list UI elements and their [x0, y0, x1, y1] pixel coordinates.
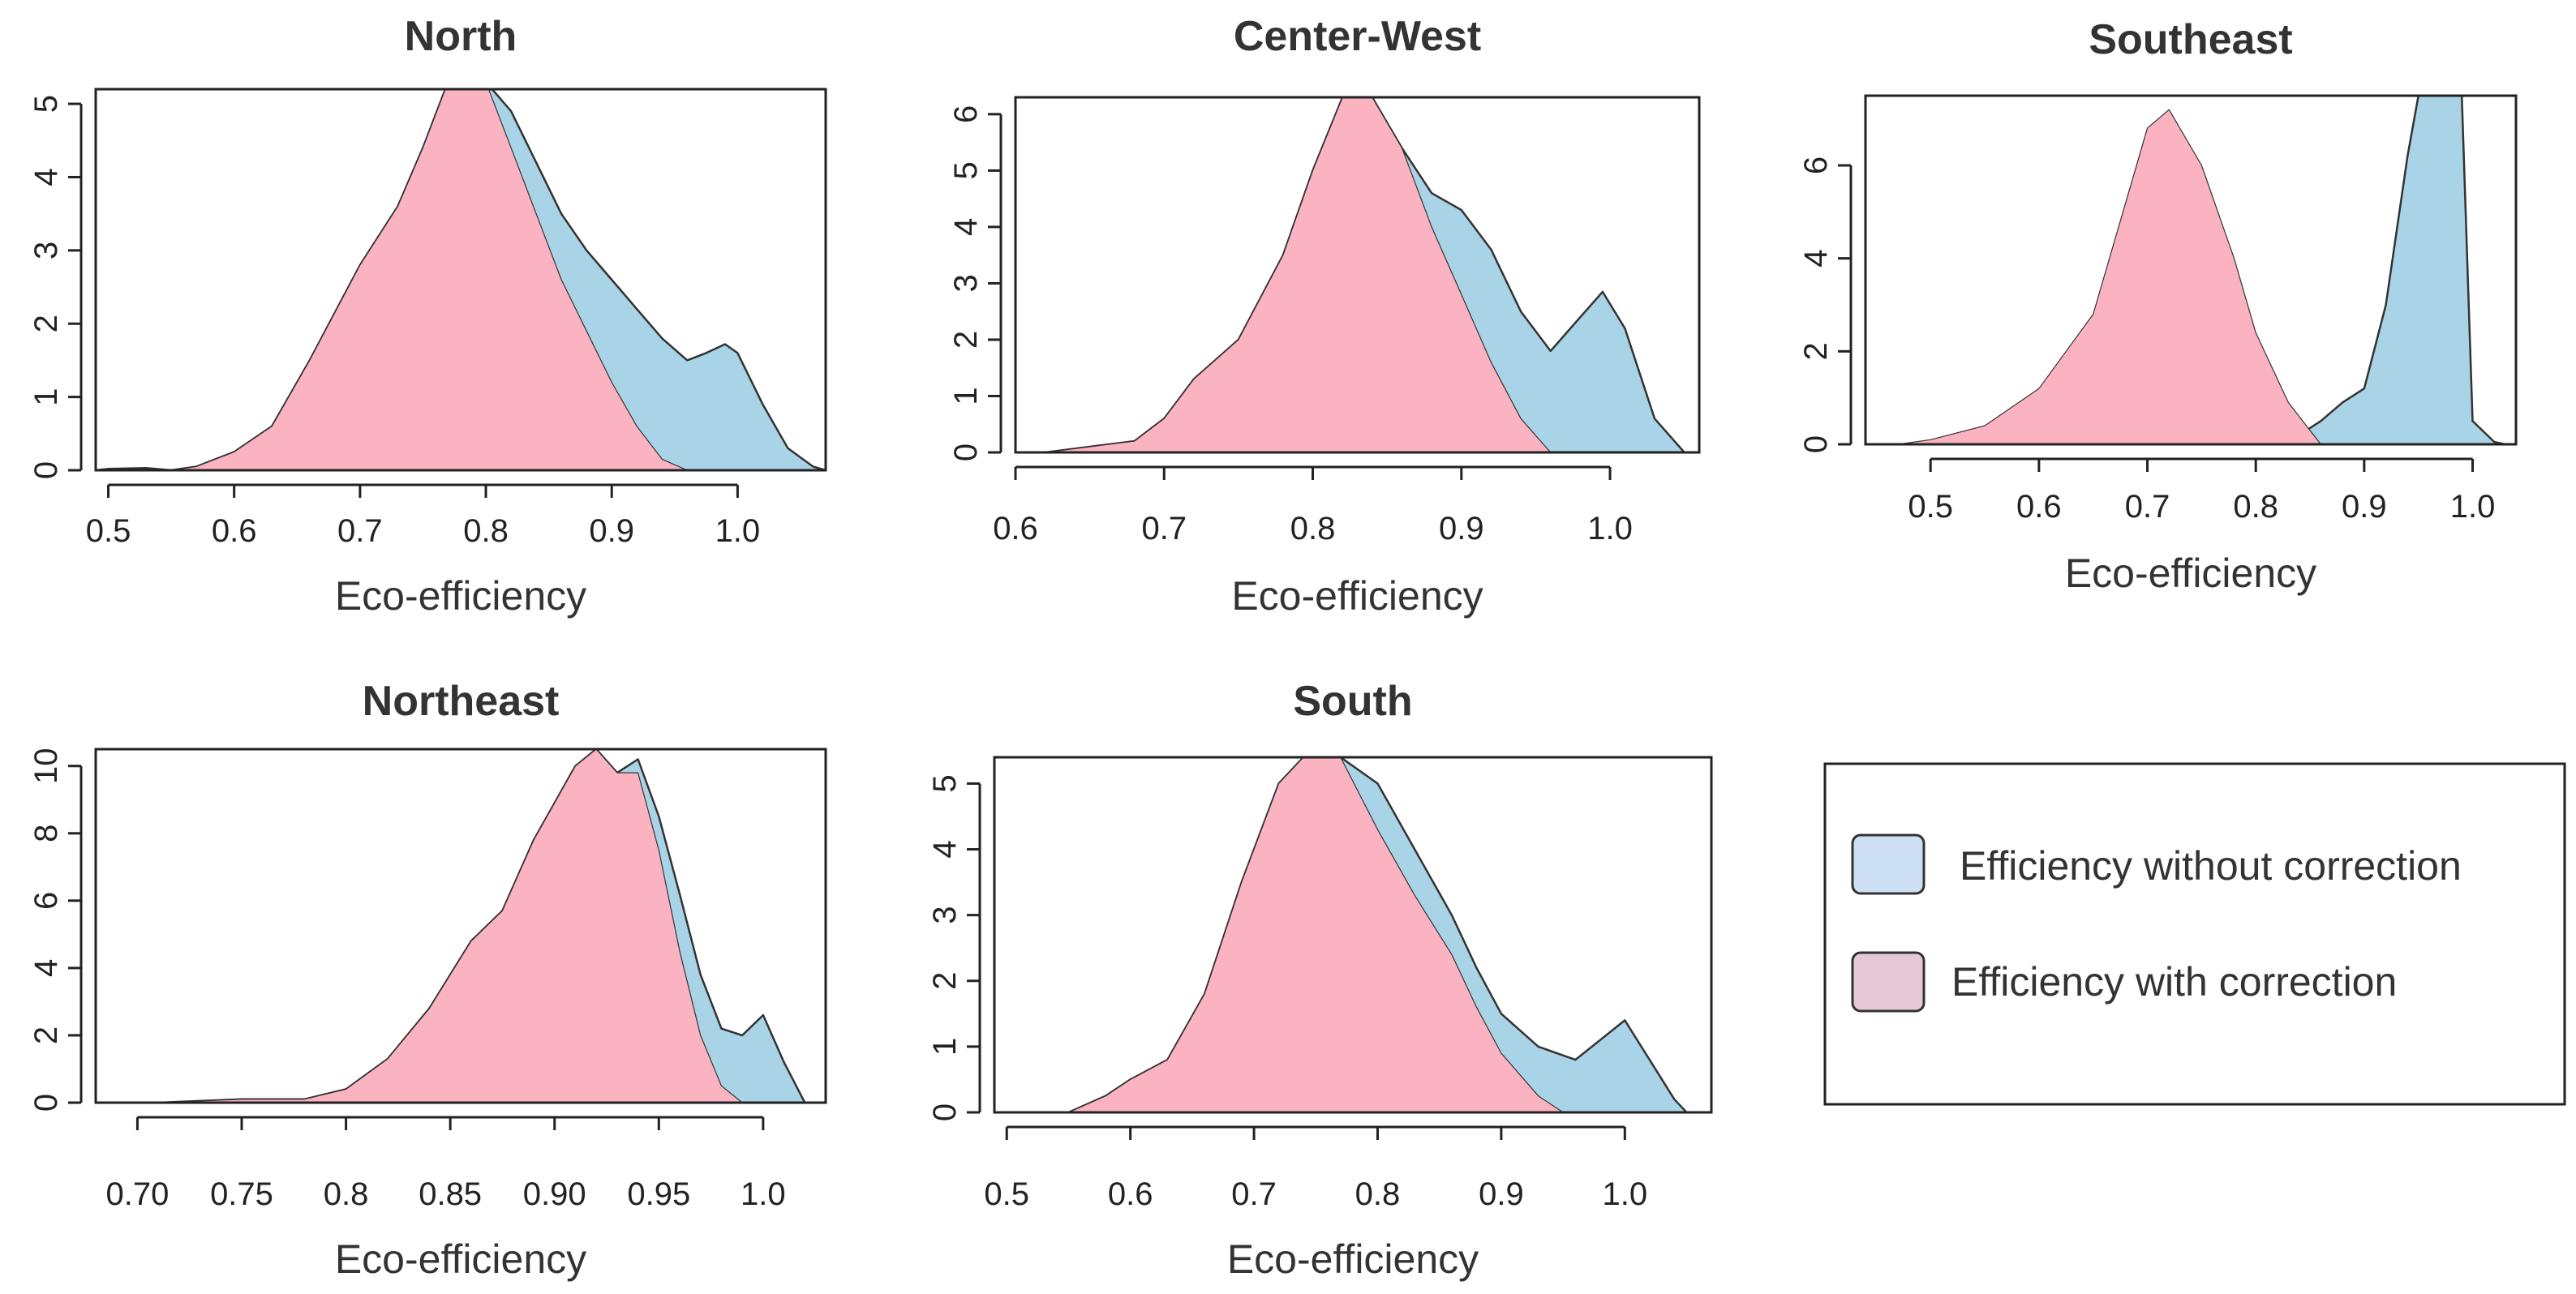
- panels: 0.5 0.6 0.7 0.8 0.9 1.0 0 1 2 3 4 5 North Eco-efficie…: [28, 13, 2518, 1282]
- density-efficiency-with-correction: [170, 89, 688, 470]
- density-efficiency-with-correction: [1045, 97, 1552, 452]
- x-tick-label: 0.8: [463, 513, 509, 549]
- x-tick-label: 0.7: [337, 513, 383, 549]
- plot-frame: [1864, 94, 2518, 446]
- x-tick-label: 0.6: [993, 511, 1038, 546]
- density-efficiency-with-correction: [157, 749, 743, 1103]
- y-tick-label: 10: [28, 748, 64, 785]
- plot-frame: [94, 748, 827, 1104]
- y-tick-label: 4: [1798, 250, 1834, 268]
- panel-north: 0.5 0.6 0.7 0.8 0.9 1.0 0 1 2 3 4 5 North Eco-efficie…: [28, 13, 827, 619]
- y-tick-label: 5: [28, 95, 64, 113]
- density-efficiency-with-correction: [1067, 757, 1564, 1112]
- x-tick-label: 0.5: [984, 1176, 1029, 1212]
- panel-title: South: [1293, 678, 1412, 725]
- panel-south: 0.5 0.6 0.7 0.8 0.9 1.0 0 1 2 3 4 5 South Eco-efficie…: [927, 678, 1713, 1282]
- x-tick-label: 0.5: [86, 513, 131, 549]
- x-tick-label: 0.7: [2125, 489, 2170, 525]
- y-tick-label: 1: [948, 387, 984, 405]
- y-tick-label: 0: [28, 461, 64, 479]
- y-tick-label: 3: [927, 906, 963, 924]
- y-tick-label: 0: [948, 443, 984, 461]
- x-tick-label: 1.0: [715, 513, 761, 549]
- y-tick-label: 2: [28, 1026, 64, 1044]
- y-tick-label: 4: [927, 840, 963, 858]
- y-tick-label: 3: [28, 242, 64, 259]
- y-tick-label: 8: [28, 825, 64, 842]
- y-tick-label: 3: [948, 274, 984, 292]
- x-axis-label: Eco-efficiency: [1231, 573, 1483, 619]
- x-tick-label: 1.0: [1603, 1176, 1648, 1212]
- x-tick-label: 0.5: [1908, 489, 1953, 525]
- y-tick-label: 0: [927, 1103, 963, 1121]
- x-axis-label: Eco-efficiency: [1227, 1236, 1479, 1282]
- legend-label-without-correction: Efficiency without correction: [1960, 843, 2462, 889]
- x-tick-label: 0.7: [1231, 1176, 1277, 1212]
- x-axis-label: Eco-efficiency: [2065, 551, 2316, 596]
- legend-swatch-with-correction: [1851, 951, 1926, 1013]
- y-tick-label: 4: [948, 218, 984, 236]
- density-efficiency-without-correction: [2265, 96, 2506, 444]
- y-tick-label: 5: [927, 774, 963, 792]
- y-tick-label: 2: [927, 972, 963, 990]
- plot-frame: [993, 756, 1713, 1114]
- y-tick-label: 4: [28, 959, 64, 977]
- x-tick-label: 0.6: [1108, 1176, 1153, 1212]
- panel-title: Northeast: [363, 678, 560, 725]
- y-tick-label: 2: [28, 315, 64, 332]
- y-tick-label: 6: [28, 892, 64, 910]
- y-tick-label: 6: [948, 105, 984, 123]
- panel-center-west: 0.6 0.7 0.8 0.9 1.0 0 1 2 3 4 5 6 Center-West Eco-eff…: [948, 13, 1701, 619]
- x-tick-label: 0.90: [523, 1176, 586, 1212]
- y-tick-label: 2: [1798, 342, 1834, 360]
- x-axis-label: Eco-efficiency: [335, 573, 586, 619]
- x-tick-label: 0.7: [1141, 511, 1187, 546]
- x-tick-label: 0.8: [1355, 1176, 1401, 1212]
- legend: Efficiency without correction Efficiency…: [1823, 762, 2566, 1106]
- panel-southeast: 0.5 0.6 0.7 0.8 0.9 1.0 0 2 4 6 Southeast Eco-effic…: [1798, 16, 2518, 596]
- y-tick-label: 0: [28, 1094, 64, 1112]
- x-tick-label: 0.9: [1479, 1176, 1524, 1212]
- legend-box: [1823, 762, 2566, 1106]
- x-tick-label: 0.9: [1439, 511, 1484, 546]
- y-tick-label: 2: [948, 331, 984, 349]
- x-tick-label: 0.6: [212, 513, 257, 549]
- plot-frame: [94, 88, 827, 472]
- x-tick-label: 1.0: [1587, 511, 1633, 546]
- panel-title: North: [405, 13, 517, 60]
- panel-northeast: 0.70 0.75 0.8 0.85 0.90 0.95 1.0 0 2 4 6 8 10 Northea…: [28, 678, 827, 1282]
- x-tick-label: 0.6: [2016, 489, 2062, 525]
- y-tick-label: 0: [1798, 435, 1834, 453]
- density-efficiency-with-correction: [1897, 109, 2321, 444]
- legend-label-with-correction: Efficiency with correction: [1951, 959, 2397, 1005]
- x-tick-label: 0.95: [627, 1176, 690, 1212]
- x-tick-label: 0.9: [2342, 489, 2387, 525]
- plot-frame: [1014, 96, 1701, 454]
- y-tick-label: 4: [28, 168, 64, 186]
- y-tick-label: 6: [1798, 156, 1834, 174]
- y-tick-label: 1: [28, 388, 64, 405]
- panel-title: Center-West: [1234, 13, 1481, 60]
- x-tick-label: 0.75: [210, 1176, 273, 1212]
- legend-swatch-without-correction: [1851, 833, 1926, 895]
- x-tick-label: 0.9: [589, 513, 634, 549]
- x-tick-label: 0.85: [419, 1176, 482, 1212]
- x-tick-label: 0.8: [324, 1176, 369, 1212]
- x-tick-label: 0.70: [105, 1176, 169, 1212]
- x-tick-label: 0.8: [1290, 511, 1336, 546]
- y-tick-label: 5: [948, 161, 984, 179]
- x-tick-label: 0.8: [2233, 489, 2278, 525]
- x-tick-label: 1.0: [741, 1176, 786, 1212]
- x-axis-label: Eco-efficiency: [335, 1236, 586, 1282]
- y-tick-label: 1: [927, 1038, 963, 1056]
- panel-title: Southeast: [2089, 16, 2292, 63]
- x-tick-label: 1.0: [2450, 489, 2496, 525]
